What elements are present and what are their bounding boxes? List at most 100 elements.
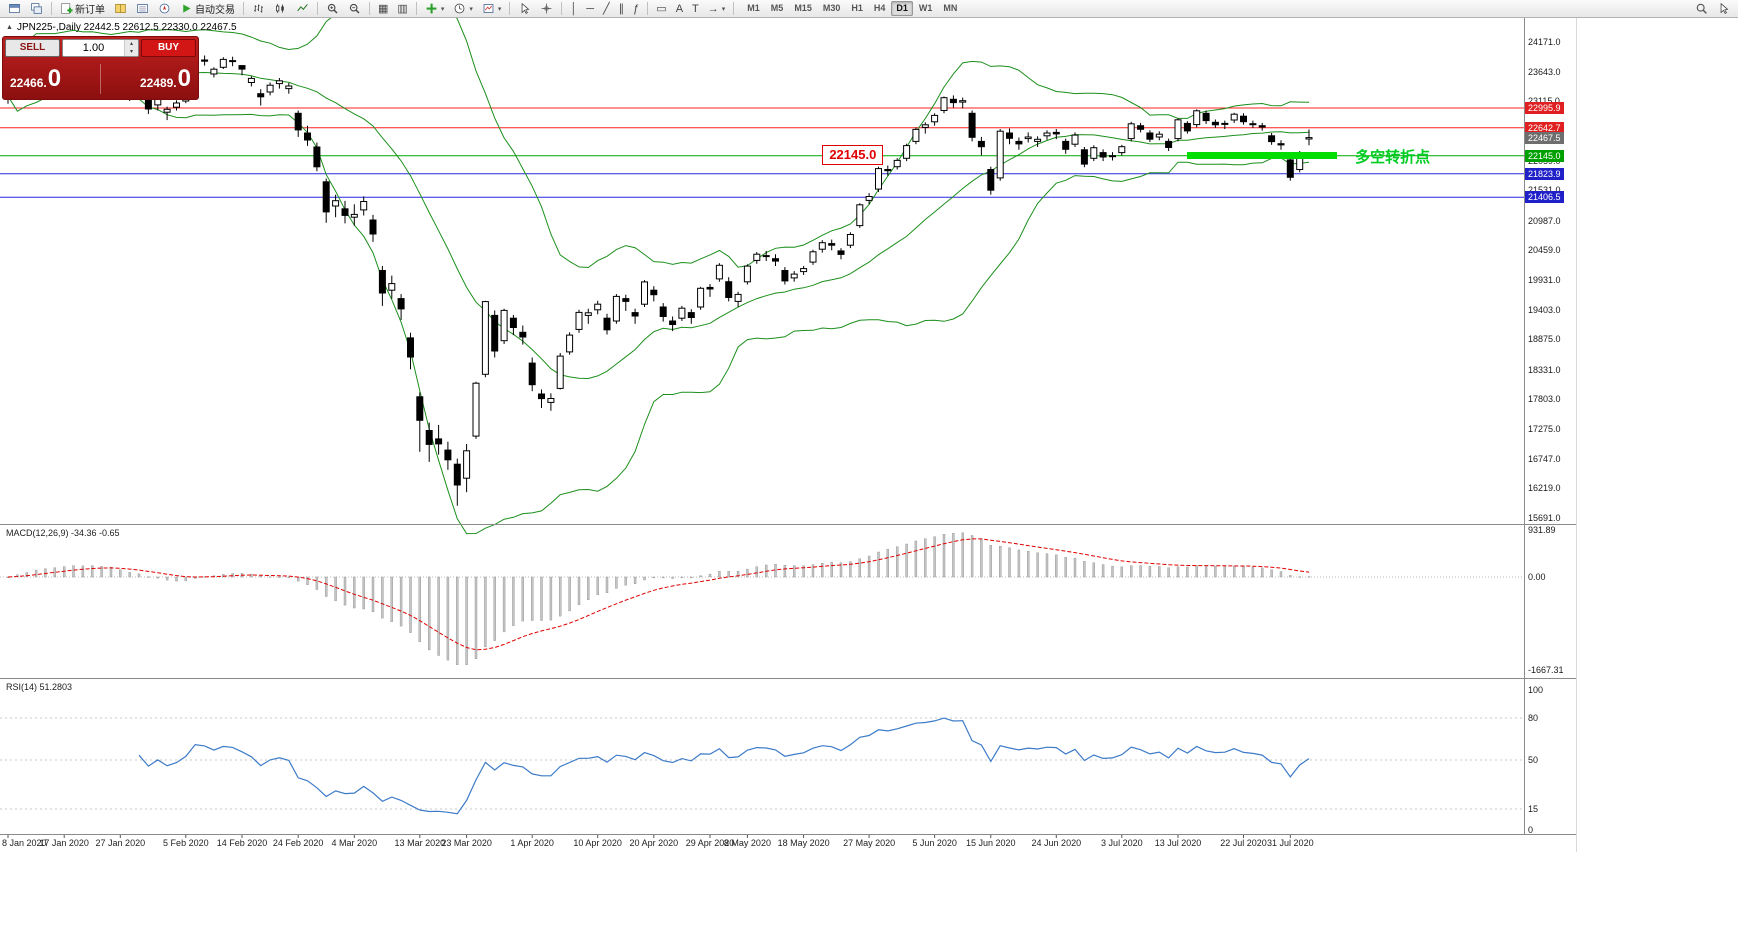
cursor-button[interactable] — [514, 1, 535, 17]
timeframe-m30[interactable]: M30 — [818, 1, 846, 16]
channel-button[interactable]: ∥ — [615, 1, 629, 17]
candle — [1034, 136, 1042, 147]
candle — [472, 381, 480, 439]
text-label-button[interactable]: T — [688, 1, 703, 17]
date-label: 24 Feb 2020 — [272, 838, 324, 848]
buy-price[interactable]: 22489. 0 — [139, 67, 191, 91]
periods-button[interactable]: ▾ — [449, 1, 477, 17]
auto-arrange-button[interactable]: ▥ — [393, 1, 411, 17]
timeframe-h1[interactable]: H1 — [846, 1, 868, 16]
timeframe-m1[interactable]: M1 — [742, 1, 765, 16]
pane-separator[interactable] — [0, 524, 1576, 525]
turning-point-segment[interactable] — [1187, 152, 1338, 160]
pointer-button[interactable] — [1713, 1, 1734, 17]
candle — [884, 165, 892, 176]
trendline-button[interactable]: ╱ — [599, 1, 614, 17]
candles-layer — [4, 44, 1313, 506]
price-tick-label: 15691.0 — [1528, 513, 1561, 523]
zoom-out-button[interactable] — [344, 1, 365, 17]
arrow-tool-button[interactable]: → ▾ — [704, 1, 730, 17]
tile-windows-icon: ▦ — [378, 2, 389, 15]
candle — [435, 424, 443, 455]
candle — [266, 82, 274, 96]
channel-icon: ∥ — [618, 2, 625, 15]
candle — [865, 193, 873, 205]
crosshair-button[interactable] — [536, 1, 557, 17]
zoom-in-button[interactable] — [322, 1, 343, 17]
candle — [294, 110, 302, 137]
price-tick-label: 18331.0 — [1528, 364, 1561, 375]
candle — [173, 100, 180, 111]
candle — [509, 314, 517, 336]
horizontal-line-icon: ─ — [586, 2, 595, 15]
search-icon — [1695, 2, 1708, 15]
price-level-label: 21823.9 — [1525, 167, 1564, 180]
toolbar-separator — [415, 2, 417, 15]
volume-decrease-button[interactable]: ▾ — [125, 48, 138, 56]
buy-price-main: 22489. — [139, 75, 177, 90]
macd-axis-label: -1667.31 — [1528, 665, 1564, 675]
line-chart-button[interactable] — [292, 1, 313, 17]
timeframe-m5[interactable]: M5 — [766, 1, 789, 16]
price-annotation-box[interactable]: 22145.0 — [822, 144, 884, 165]
date-label: 5 Jun 2020 — [912, 838, 957, 848]
rsi-indicator-label: RSI(14) 51.2803 — [6, 682, 73, 692]
candlestick-chart-button[interactable] — [270, 1, 291, 17]
text-button[interactable]: A — [672, 1, 687, 17]
timeframe-w1[interactable]: W1 — [914, 1, 938, 16]
sell-price[interactable]: 22466. 0 — [10, 67, 61, 91]
bar-chart-button[interactable] — [248, 1, 269, 17]
shapes-icon: ▭ — [656, 2, 667, 15]
new-order-button[interactable]: 新订单 — [56, 1, 109, 17]
pointer-icon — [1717, 2, 1730, 15]
date-label: 8 Jan 2020 — [2, 838, 47, 848]
candle — [1062, 138, 1070, 154]
profiles-icon — [30, 2, 43, 15]
candle — [1127, 121, 1135, 142]
search-button[interactable] — [1691, 1, 1712, 17]
date-label: 13 Jul 2020 — [1154, 838, 1202, 848]
candle — [762, 250, 770, 261]
autotrading-button[interactable]: 自动交易 — [176, 1, 239, 17]
pane-separator[interactable] — [0, 678, 1576, 679]
volume-input[interactable] — [63, 40, 124, 56]
tile-windows-button[interactable]: ▦ — [374, 1, 392, 17]
price-tick-label: 20987.0 — [1528, 215, 1561, 226]
horizontal-line-button[interactable]: ─ — [582, 1, 598, 17]
buy-button[interactable]: BUY — [141, 39, 196, 57]
candle — [875, 166, 882, 192]
zoom-in-icon — [326, 2, 339, 15]
shapes-button[interactable]: ▭ — [652, 1, 670, 17]
date-label: 15 Jun 2020 — [966, 838, 1016, 848]
timeframe-h4[interactable]: H4 — [869, 1, 891, 16]
timeframe-mn[interactable]: MN — [938, 1, 962, 16]
zoom-out-icon — [348, 2, 361, 15]
navigator-button[interactable] — [154, 1, 175, 17]
bollinger-bands — [7, 18, 1310, 535]
profiles-button[interactable] — [26, 1, 47, 17]
candle — [818, 240, 826, 253]
candle — [809, 249, 817, 265]
candle — [322, 178, 330, 223]
candle — [1277, 140, 1285, 150]
indicators-button[interactable]: ▾ — [421, 1, 449, 17]
data-window-button[interactable] — [132, 1, 153, 17]
timeframe-switcher: M1 M5 M15 M30 H1 H4 D1 W1 MN — [742, 1, 962, 16]
sell-button[interactable]: SELL — [5, 39, 60, 57]
fibonacci-button[interactable]: ƒ — [629, 1, 643, 17]
timeframe-m15[interactable]: M15 — [789, 1, 817, 16]
new-chart-button[interactable] — [4, 1, 25, 17]
arrow-tool-icon: → — [707, 2, 719, 15]
vertical-line-button[interactable]: │ — [566, 1, 581, 17]
timeframe-d1[interactable]: D1 — [891, 1, 913, 16]
market-watch-button[interactable] — [110, 1, 131, 17]
candle — [650, 286, 658, 302]
volume-increase-button[interactable]: ▴ — [125, 40, 138, 48]
toolbar-separator — [317, 2, 318, 15]
chart-canvas[interactable] — [0, 18, 1524, 852]
candle — [734, 291, 742, 307]
templates-button[interactable]: ▾ — [478, 1, 506, 17]
date-label: 13 Mar 2020 — [394, 838, 446, 848]
candle — [1015, 137, 1023, 150]
candle — [397, 294, 405, 320]
